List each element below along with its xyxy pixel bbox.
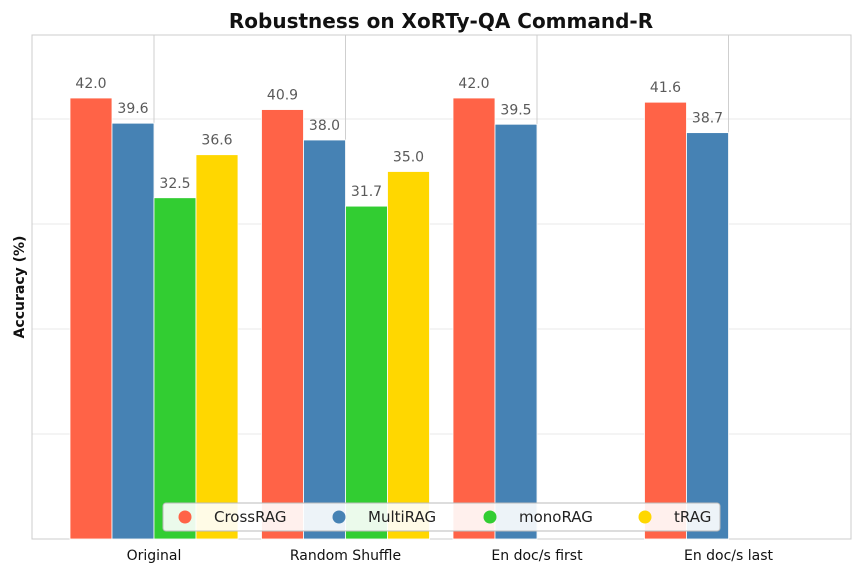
data-label: 39.5 bbox=[500, 102, 531, 118]
x-tick-label: En doc/s first bbox=[491, 548, 583, 564]
x-ticks: Original Random Shuffle En doc/s first En d… bbox=[127, 548, 774, 564]
data-label: 31.7 bbox=[351, 184, 382, 200]
data-label: 38.0 bbox=[309, 118, 340, 134]
data-label: 42.0 bbox=[458, 76, 489, 92]
x-tick-label: Random Shuffle bbox=[290, 548, 401, 564]
data-labels: 42.0 40.9 42.0 41.6 39.6 38.0 39.5 38.7 32.5 31.7… bbox=[75, 76, 723, 200]
data-label: 35.0 bbox=[393, 150, 424, 166]
x-tick-label: Original bbox=[127, 548, 182, 564]
data-label: 36.6 bbox=[201, 133, 232, 149]
legend-marker-crossrag bbox=[178, 510, 192, 524]
data-label: 39.6 bbox=[117, 101, 148, 117]
bar-multirag-3 bbox=[494, 123, 538, 540]
x-tick-label: En doc/s last bbox=[684, 548, 774, 564]
bar-multirag-4 bbox=[686, 132, 729, 540]
legend-box bbox=[162, 502, 721, 532]
bars bbox=[69, 97, 729, 540]
bar-crossrag-2 bbox=[261, 109, 304, 540]
data-label: 40.9 bbox=[267, 88, 298, 104]
bar-trag-2 bbox=[387, 171, 430, 540]
bar-multirag-1 bbox=[111, 122, 155, 540]
legend-marker-monorag bbox=[483, 510, 497, 524]
legend: CrossRAG MultiRAG monoRAG tRAG bbox=[162, 502, 721, 532]
bar-monorag-2 bbox=[345, 205, 388, 540]
bar-crossrag-3 bbox=[452, 97, 496, 540]
bar-trag-1 bbox=[195, 154, 239, 540]
bar-crossrag-1 bbox=[69, 97, 113, 540]
bar-multirag-2 bbox=[303, 139, 346, 540]
legend-label-monorag: monoRAG bbox=[519, 508, 593, 526]
bar-monorag-1 bbox=[153, 197, 197, 540]
bar-crossrag-4 bbox=[644, 101, 687, 540]
legend-label-crossrag: CrossRAG bbox=[214, 508, 287, 526]
legend-label-trag: tRAG bbox=[674, 508, 711, 526]
chart-title: Robustness on XoRTy-QA Command-R bbox=[229, 9, 653, 33]
data-label: 32.5 bbox=[159, 176, 190, 192]
data-label: 41.6 bbox=[650, 80, 681, 96]
legend-marker-multirag bbox=[332, 510, 346, 524]
data-label: 38.7 bbox=[692, 111, 723, 127]
data-label: 42.0 bbox=[75, 76, 106, 92]
plot-frame bbox=[31, 34, 852, 540]
legend-label-multirag: MultiRAG bbox=[368, 508, 436, 526]
legend-marker-trag bbox=[638, 510, 652, 524]
y-axis-label: Accuracy (%) bbox=[12, 236, 28, 339]
